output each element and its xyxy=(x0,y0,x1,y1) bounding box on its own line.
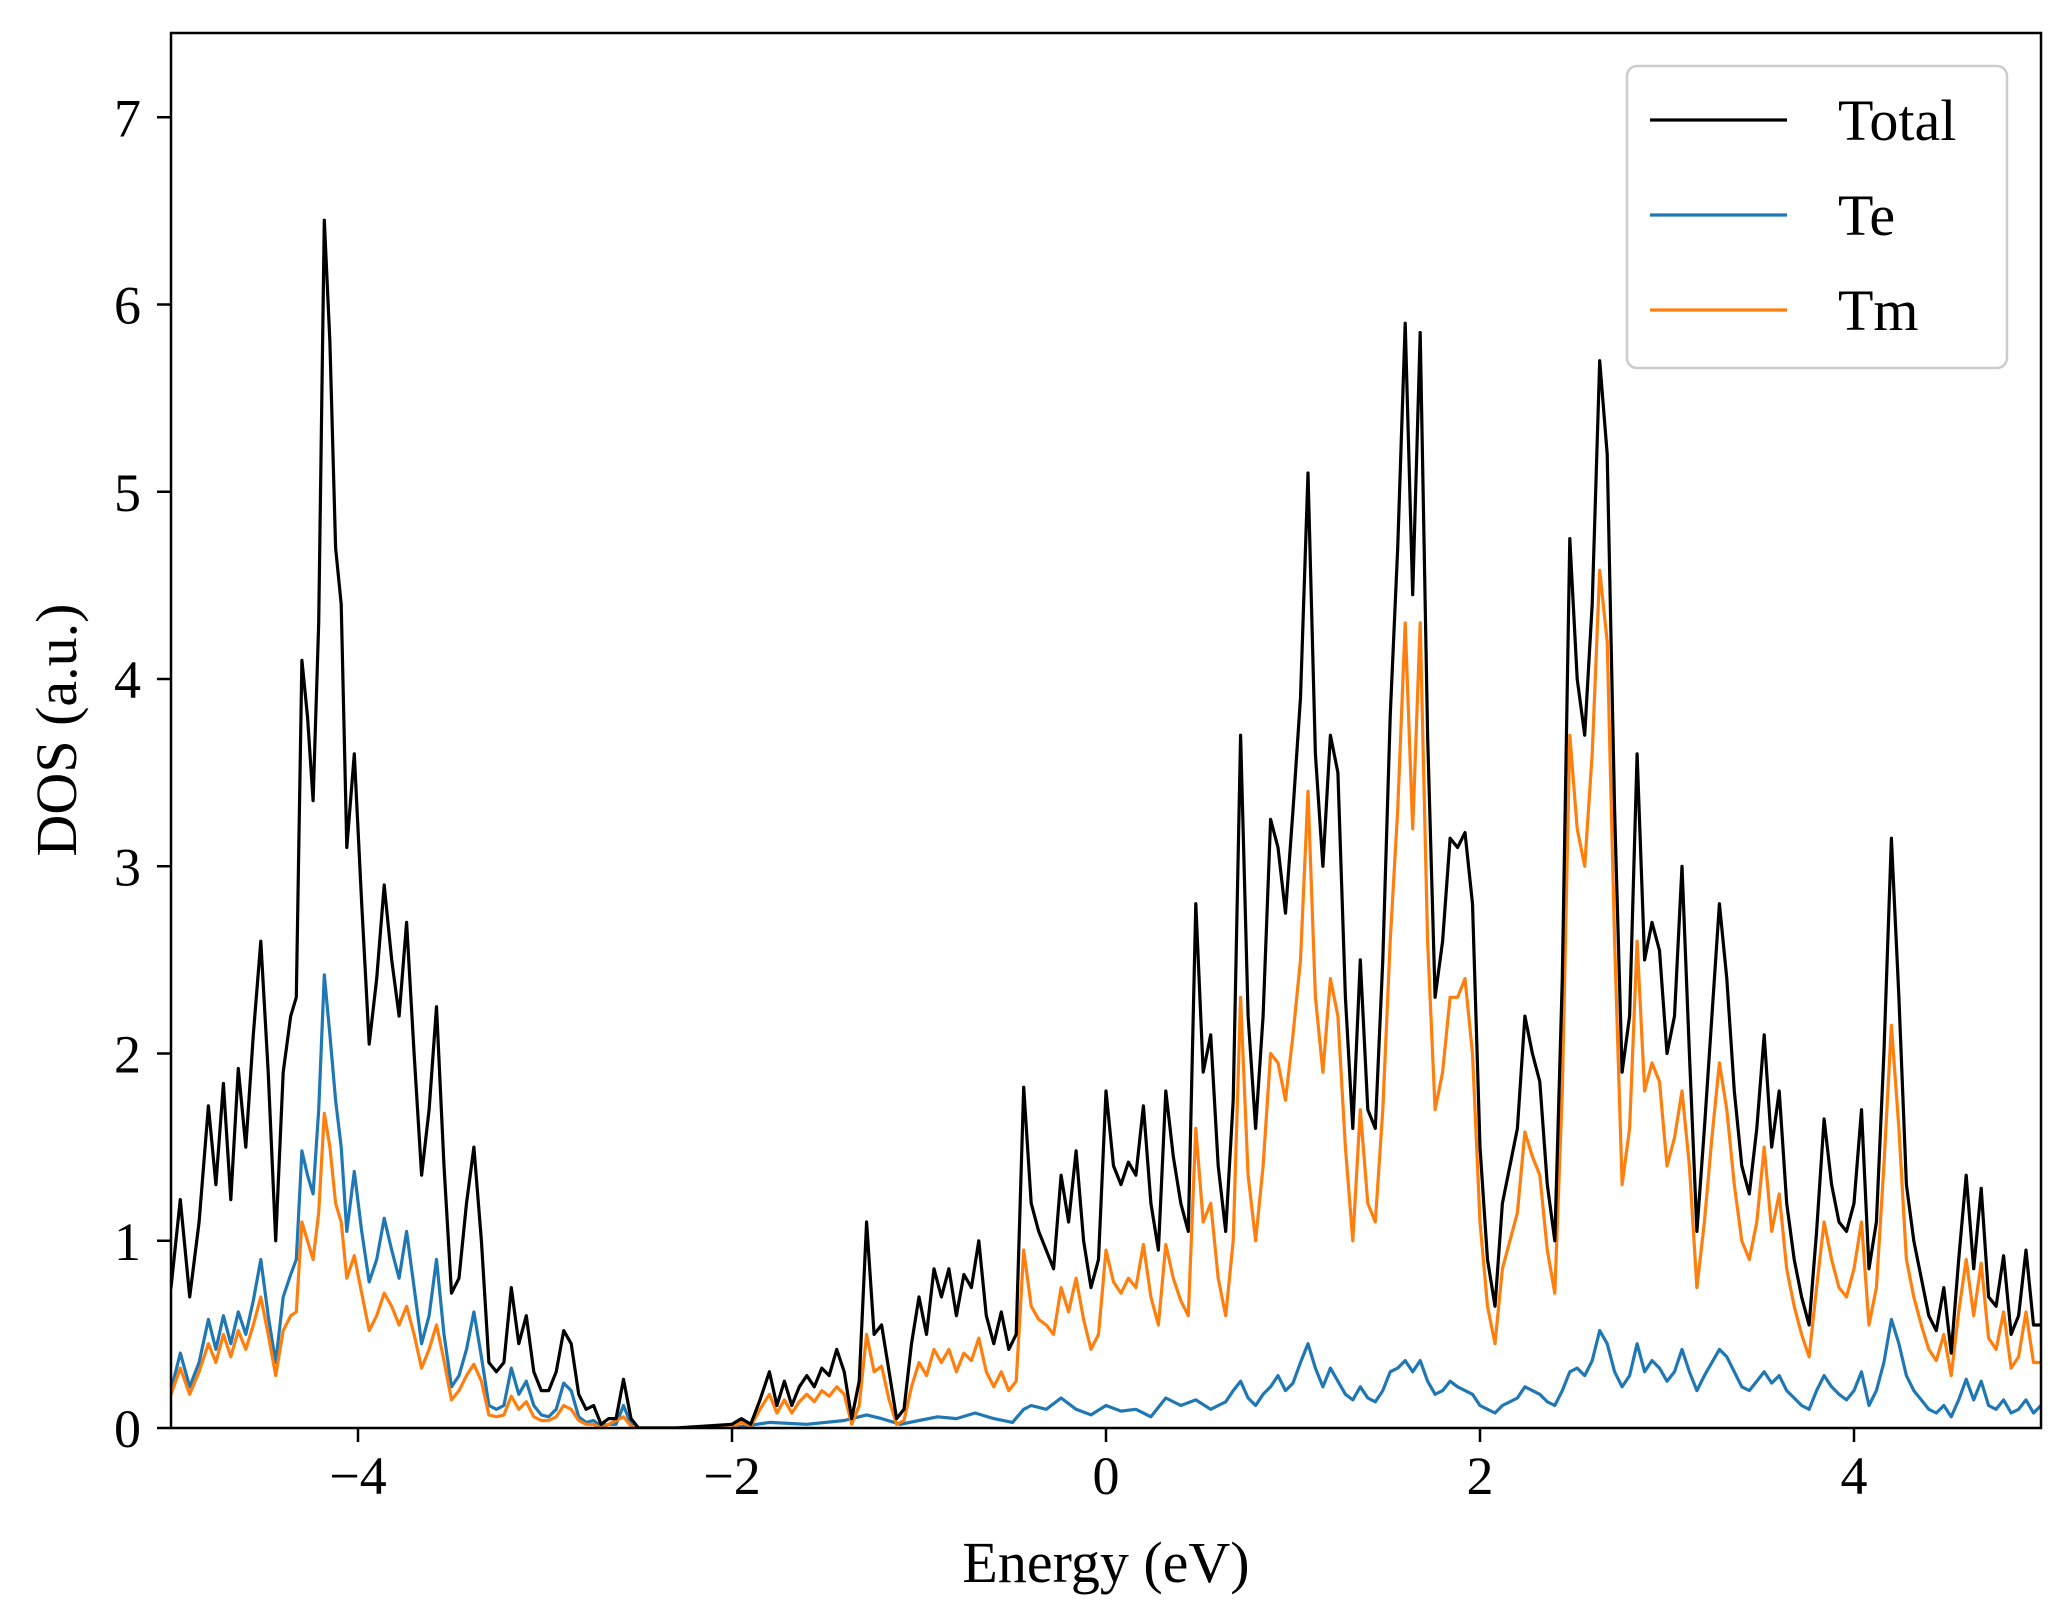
y-tick-label: 7 xyxy=(114,88,141,148)
legend-box xyxy=(1625,64,2009,370)
x-tick-label: −2 xyxy=(703,1446,760,1506)
x-tick-label: 4 xyxy=(1841,1446,1868,1506)
legend-label-te: Te xyxy=(1838,183,1895,248)
y-tick-label: 0 xyxy=(114,1399,141,1459)
legend-label-tm: Tm xyxy=(1838,278,1919,343)
y-tick-label: 4 xyxy=(114,650,141,710)
x-axis-title: Energy (eV) xyxy=(962,1530,1249,1595)
x-tick-label: 0 xyxy=(1093,1446,1120,1506)
y-tick-label: 3 xyxy=(114,837,141,897)
legend: Total Te Tm xyxy=(1625,64,2009,370)
y-tick-label: 6 xyxy=(114,276,141,336)
legend-label-total: Total xyxy=(1838,88,1956,153)
x-tick-label: −4 xyxy=(329,1446,386,1506)
series-line-total xyxy=(171,218,2041,1428)
series-layer xyxy=(171,218,2041,1428)
series-line-te xyxy=(171,973,2041,1428)
x-tick-label: 2 xyxy=(1467,1446,1494,1506)
x-axis: −4 −2 0 2 4 xyxy=(329,1428,1868,1506)
y-tick-label: 5 xyxy=(114,463,141,523)
y-tick-label: 2 xyxy=(114,1025,141,1085)
y-axis: 0 1 2 3 4 5 6 7 xyxy=(114,88,171,1459)
series-line-tm xyxy=(171,568,2041,1428)
y-tick-label: 1 xyxy=(114,1212,141,1272)
y-axis-title: DOS (a.u.) xyxy=(24,604,89,857)
